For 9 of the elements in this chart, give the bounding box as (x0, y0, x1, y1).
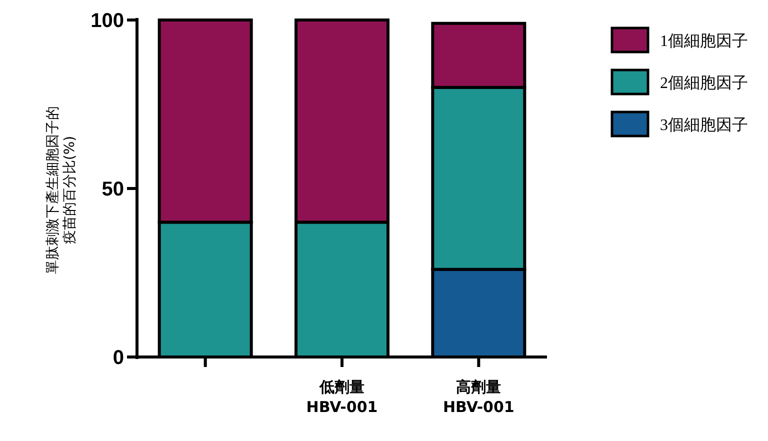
y-tick-label: 50 (102, 178, 124, 200)
y-axis-title: 單肽刺激下產生細胞因子的疫苗的百分比(%) (45, 105, 79, 275)
y-tick-label: 0 (112, 347, 124, 369)
x-tick-label: 高劑量 HBV-001 (442, 377, 516, 417)
legend-label: 2個細胞因子 (660, 75, 748, 92)
legend-label: 1個細胞因子 (660, 33, 748, 50)
legend-label: 3個細胞因子 (660, 117, 748, 134)
y-tick-label: 100 (90, 10, 124, 32)
x-tick-label: 低劑量 HBV-001 (305, 377, 379, 417)
